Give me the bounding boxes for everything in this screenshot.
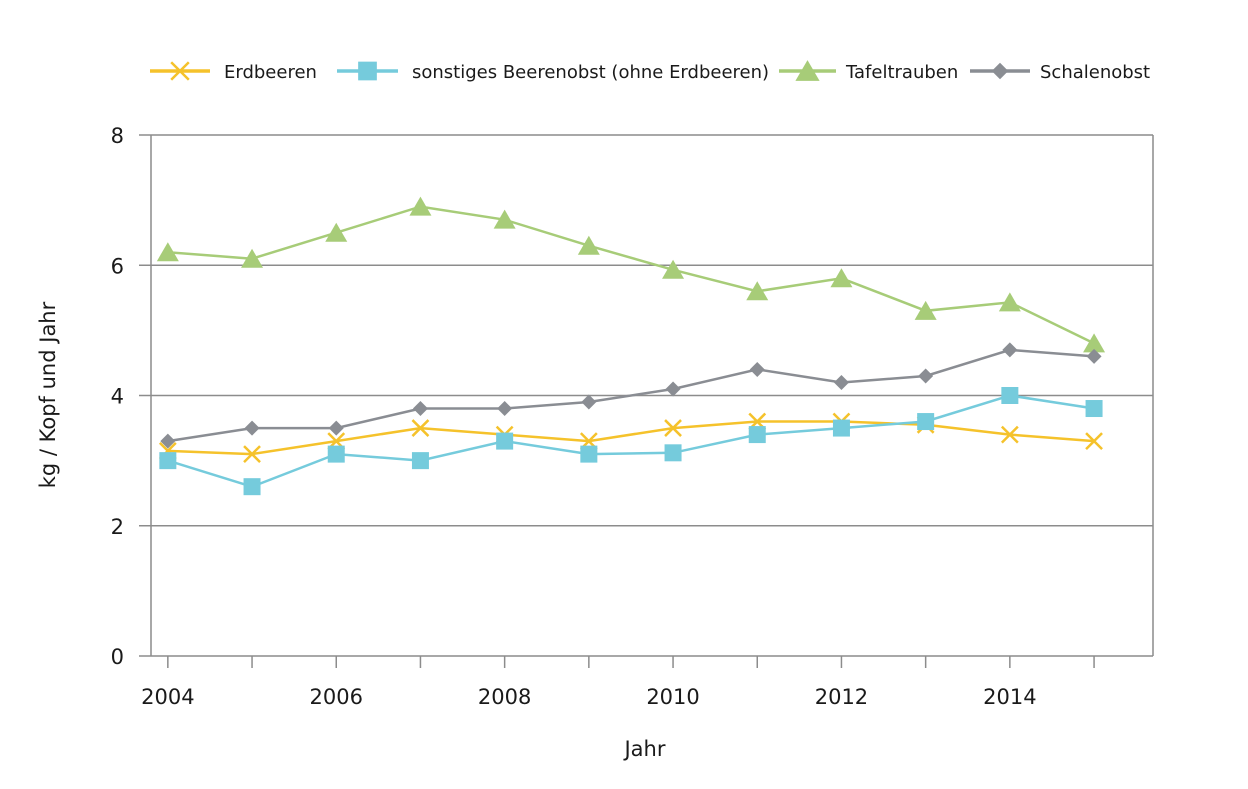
y-tick-label-6: 6 [111, 254, 124, 278]
series-layer [156, 196, 1106, 496]
series-2-point-2006 [325, 222, 348, 242]
grid-lines [151, 134, 1153, 527]
series-3-point-2006 [328, 420, 344, 436]
series-1-point-2012 [832, 419, 850, 437]
series-1-point-2014 [1001, 387, 1019, 404]
series-3-point-2014 [1002, 342, 1018, 358]
series-1-point-2007 [411, 452, 429, 470]
x-tick-label-2004: 2004 [141, 685, 194, 709]
series-0-point-2015 [1085, 432, 1103, 450]
series-2-point-2009 [577, 235, 600, 255]
series-1-line [167, 394, 1095, 489]
x-tick-label-2010: 2010 [646, 685, 699, 709]
legend-label-1: sonstiges Beerenobst (ohne Erdbeeren) [412, 62, 769, 83]
series-2-point-2011 [746, 281, 769, 301]
legend-item-1: sonstiges Beerenobst (ohne Erdbeeren) [337, 61, 769, 83]
legend-swatch-marker-0 [170, 61, 190, 81]
legend-swatch-marker-1 [358, 61, 377, 81]
series-1-point-2013 [917, 413, 935, 431]
x-axis-ticks: 2004 2006 2008 2010 2012 2014 [141, 656, 1095, 709]
legend-item-3: Schalenobst [970, 62, 1150, 83]
series-3-point-2004 [160, 433, 176, 449]
series-2-point-2007 [409, 196, 432, 216]
x-tick-label-2012: 2012 [815, 685, 868, 709]
series-3-point-2007 [412, 401, 428, 417]
legend-label-0: Erdbeeren [224, 62, 317, 83]
x-tick-label-2008: 2008 [478, 685, 531, 709]
series-2-point-2005 [241, 248, 264, 268]
y-tick-label-0: 0 [111, 645, 124, 669]
series-3-point-2013 [918, 368, 934, 384]
y-tick-label-2: 2 [111, 515, 124, 539]
series-2-point-2015 [1083, 333, 1106, 353]
series-1-point-2006 [327, 445, 345, 463]
series-2-point-2008 [493, 209, 516, 229]
series-0-point-2007 [411, 419, 430, 437]
series-3-point-2010 [665, 381, 681, 397]
series-3-point-2008 [497, 401, 513, 417]
legend-item-2: Tafeltrauben [779, 60, 958, 83]
x-tick-label-2014: 2014 [983, 685, 1036, 709]
series-1-point-2011 [748, 426, 766, 444]
series-1-point-2005 [243, 478, 261, 496]
series-2-point-2010 [662, 259, 685, 279]
y-tick-label-4: 4 [111, 385, 124, 409]
legend-label-2: Tafeltrauben [845, 62, 958, 83]
series-3-line [167, 348, 1095, 443]
series-1-point-2009 [580, 445, 598, 463]
series-3-point-2012 [833, 374, 849, 390]
series-2-point-2012 [830, 268, 853, 288]
series-0-point-2014 [1000, 425, 1019, 444]
y-axis-ticks: 0 2 4 6 8 [111, 124, 151, 669]
series-3-point-2005 [244, 420, 260, 436]
x-axis-title: Jahr [622, 737, 665, 761]
series-1-point-2004 [159, 452, 177, 470]
series-2-line [167, 205, 1095, 345]
legend-swatch-marker-3 [991, 62, 1009, 80]
legend: Erdbeeren sonstiges Beerenobst (ohne Erdb… [150, 60, 1150, 83]
series-2-point-2004 [156, 242, 179, 262]
y-tick-label-8: 8 [111, 124, 124, 148]
legend-label-3: Schalenobst [1040, 62, 1150, 83]
series-3-point-2009 [581, 394, 597, 410]
series-1-point-2008 [496, 432, 514, 450]
x-tick-label-2006: 2006 [310, 685, 363, 709]
series-2-point-2014 [998, 292, 1021, 312]
series-3-point-2011 [749, 361, 765, 377]
series-1-point-2015 [1085, 400, 1103, 418]
legend-swatch-marker-2 [795, 60, 820, 81]
series-1-point-2010 [664, 444, 682, 462]
series-3-point-2015 [1086, 348, 1102, 364]
y-axis-title: kg / Kopf und Jahr [36, 301, 60, 488]
series-2-point-2013 [914, 300, 937, 320]
series-0-line [167, 420, 1095, 456]
legend-item-0: Erdbeeren [150, 61, 317, 83]
series-0-point-2010 [664, 419, 682, 437]
series-0-point-2005 [243, 445, 261, 463]
